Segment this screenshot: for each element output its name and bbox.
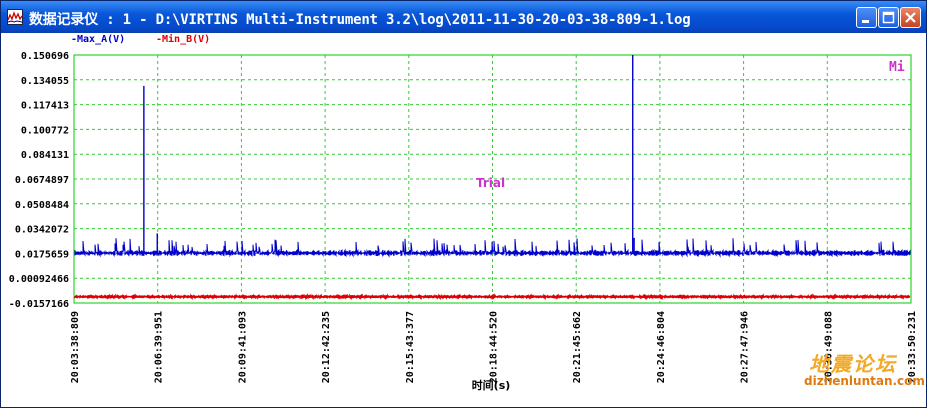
watermark-url: dizhenluntan.com xyxy=(804,374,925,388)
chart-window-icon xyxy=(7,9,23,25)
x-tick-label: 20:24:46:804 xyxy=(656,311,667,383)
legend-series-b: -Min_B(V) xyxy=(156,34,211,45)
y-tick-label: 0.0342072 xyxy=(15,225,69,236)
y-tick-label: 0.100772 xyxy=(21,125,69,136)
x-tick-label: 20:27:47:946 xyxy=(740,311,751,383)
y-tick-label: 0.117413 xyxy=(21,101,69,112)
y-tick-label: -0.0157166 xyxy=(9,299,69,310)
x-tick-label: 20:03:38:809 xyxy=(70,311,81,383)
minimize-button[interactable] xyxy=(856,7,877,28)
series-b-line xyxy=(74,293,911,301)
window-title: 数据记录仪 : 1 - D:\VIRTINS Multi-Instrument … xyxy=(29,12,691,28)
legend-series-a: -Max_A(V) xyxy=(71,34,126,45)
maximize-button[interactable] xyxy=(878,7,899,28)
x-tick-label: 20:18:44:520 xyxy=(489,311,500,383)
watermark-logo: 地震论坛 xyxy=(809,352,897,376)
x-tick-label: 20:12:42:235 xyxy=(321,311,332,383)
y-tick-label: 0.150696 xyxy=(21,51,69,62)
y-tick-label: 0.0674897 xyxy=(15,175,69,186)
chart-svg: 0.150696 0.134055 0.117413 0.100772 0.084131… xyxy=(9,51,918,392)
y-tick-label: 0.00092466 xyxy=(9,274,69,285)
corner-label: Mi xyxy=(889,60,905,75)
trial-label: Trial xyxy=(476,176,505,190)
x-tick-label: 20:06:39:951 xyxy=(154,311,165,383)
x-axis-label: 时间(s) xyxy=(472,378,511,392)
minimize-icon xyxy=(862,20,869,23)
y-tick-label: 0.134055 xyxy=(21,76,69,87)
x-tick-label: 20:33:50:231 xyxy=(907,311,918,383)
title-bar[interactable]: 数据记录仪 : 1 - D:\VIRTINS Multi-Instrument … xyxy=(1,1,926,33)
close-icon xyxy=(905,12,916,23)
x-tick-label: 20:15:43:377 xyxy=(405,311,416,383)
maximize-icon xyxy=(882,11,895,24)
y-tick-label: 0.084131 xyxy=(21,150,69,161)
close-button[interactable] xyxy=(900,7,921,28)
x-tick-label: 20:21:45:662 xyxy=(572,311,583,383)
chart-area: -Max_A(V) -Min_B(V) 0.150696 0.134055 0.11… xyxy=(1,33,926,407)
x-tick-label: 20:09:41:093 xyxy=(237,311,248,383)
y-tick-label: 0.0175659 xyxy=(15,249,69,260)
series-a-line xyxy=(74,238,911,258)
x-tick-label: 20:30:49:088 xyxy=(823,311,834,383)
y-tick-label: 0.0508484 xyxy=(15,200,69,211)
